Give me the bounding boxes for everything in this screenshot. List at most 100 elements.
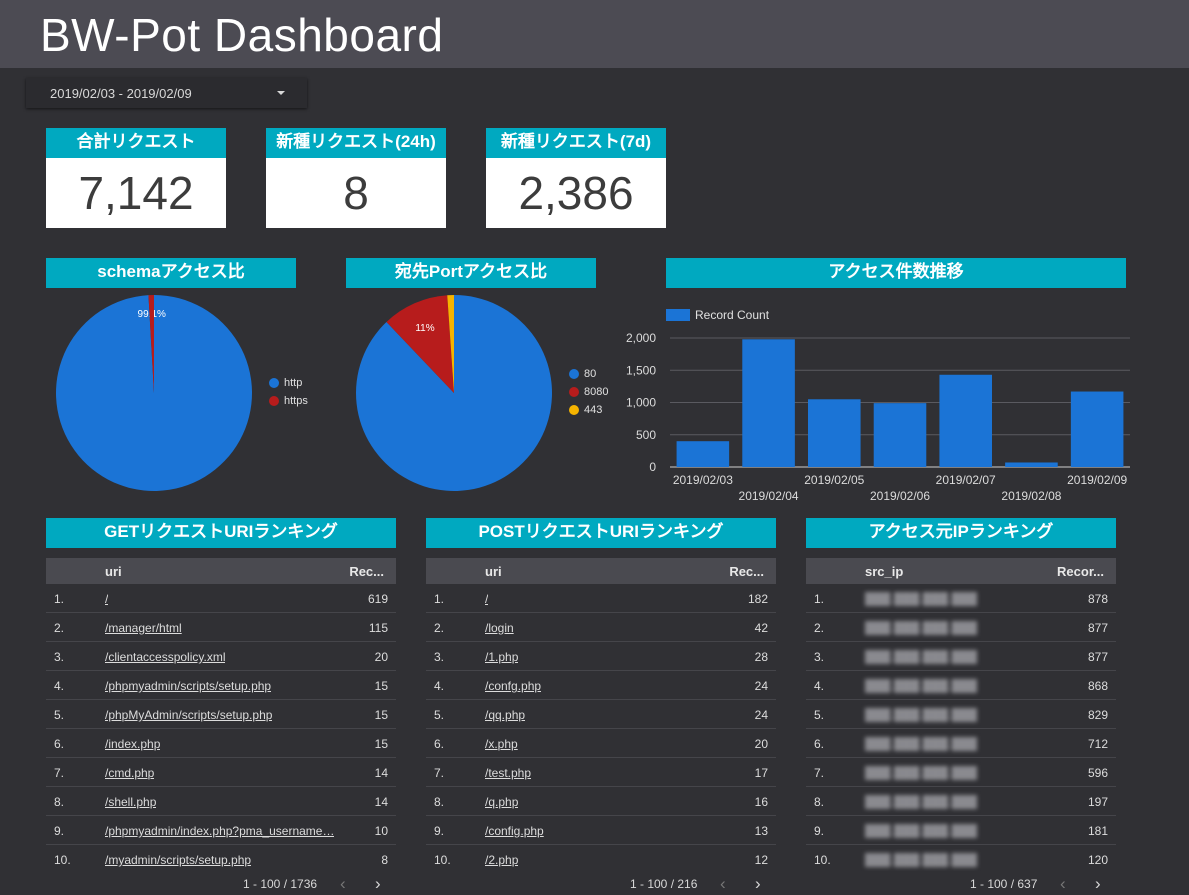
table-row[interactable]: 9. ███.███.███.███ 181 bbox=[806, 816, 1116, 845]
column-header-value[interactable]: Rec... bbox=[729, 564, 764, 579]
get-uri-ranking-table: uri Rec... 1. / 619 2. /manager/html 115 3. /clie… bbox=[46, 558, 396, 874]
uri-link[interactable]: /shell.php bbox=[105, 795, 157, 809]
access-trend-bar-chart[interactable]: Record Count 0 500 1,000 1,500 2,000 2019/02/0… bbox=[620, 300, 1140, 510]
legend-dot-icon bbox=[569, 369, 579, 379]
uri-link[interactable]: /phpMyAdmin/scripts/setup.php bbox=[105, 708, 273, 722]
table-row[interactable]: 8. ███.███.███.███ 197 bbox=[806, 787, 1116, 816]
record-count: 16 bbox=[754, 795, 768, 809]
column-header-key[interactable]: uri bbox=[485, 564, 502, 579]
table-row[interactable]: 5. /phpMyAdmin/scripts/setup.php 15 bbox=[46, 700, 396, 729]
table-row[interactable]: 2. ███.███.███.███ 877 bbox=[806, 613, 1116, 642]
chevron-right-icon[interactable]: › bbox=[1095, 874, 1101, 893]
uri-link[interactable]: /test.php bbox=[485, 766, 532, 780]
uri-link[interactable]: /phpmyadmin/scripts/setup.php bbox=[105, 679, 272, 693]
date-range-label: 2019/02/03 - 2019/02/09 bbox=[50, 86, 192, 101]
record-count: 877 bbox=[1087, 650, 1108, 664]
table-row[interactable]: 10. /myadmin/scripts/setup.php 8 bbox=[46, 845, 396, 874]
src-ip-pager: 1 - 100 / 637 ‹ › bbox=[970, 874, 1101, 893]
bar-2019/02/06[interactable] bbox=[873, 403, 927, 467]
table-row[interactable]: 3. ███.███.███.███ 877 bbox=[806, 642, 1116, 671]
chevron-right-icon[interactable]: › bbox=[755, 874, 761, 893]
table-row[interactable]: 1. / 619 bbox=[46, 584, 396, 613]
legend-item[interactable]: 443 bbox=[569, 401, 608, 419]
uri-link[interactable]: / bbox=[485, 592, 489, 606]
table-row[interactable]: 7. /test.php 17 bbox=[426, 758, 776, 787]
table-row[interactable]: 1. / 182 bbox=[426, 584, 776, 613]
table-row[interactable]: 4. /phpmyadmin/scripts/setup.php 15 bbox=[46, 671, 396, 700]
table-row[interactable]: 6. /x.php 20 bbox=[426, 729, 776, 758]
x-tick-label: 2019/02/05 bbox=[804, 473, 864, 487]
redacted-ip: ███.███.███.███ bbox=[865, 766, 978, 780]
uri-link[interactable]: /x.php bbox=[485, 737, 518, 751]
uri-link[interactable]: /clientaccesspolicy.xml bbox=[105, 650, 226, 664]
legend-item[interactable]: http bbox=[269, 374, 308, 392]
uri-link[interactable]: /qq.php bbox=[485, 708, 526, 722]
chevron-right-icon[interactable]: › bbox=[375, 874, 381, 893]
chevron-left-icon[interactable]: ‹ bbox=[1060, 874, 1066, 893]
pie-slice-https[interactable] bbox=[148, 295, 154, 393]
table-row[interactable]: 1. ███.███.███.███ 878 bbox=[806, 584, 1116, 613]
uri-link[interactable]: /index.php bbox=[105, 737, 161, 751]
table-row[interactable]: 10. /2.php 12 bbox=[426, 845, 776, 874]
column-header-key[interactable]: uri bbox=[105, 564, 122, 579]
get-uri-ranking-title: GETリクエストURIランキング bbox=[46, 518, 396, 548]
pie-data-label: 11% bbox=[415, 323, 434, 334]
uri-link[interactable]: /config.php bbox=[485, 824, 544, 838]
bar-2019/02/08[interactable] bbox=[1005, 462, 1058, 467]
uri-link[interactable]: /cmd.php bbox=[105, 766, 155, 780]
uri-link[interactable]: /q.php bbox=[485, 795, 519, 809]
legend-item[interactable]: 8080 bbox=[569, 383, 608, 401]
date-range-picker[interactable]: 2019/02/03 - 2019/02/09 bbox=[26, 78, 307, 108]
table-row[interactable]: 6. ███.███.███.███ 712 bbox=[806, 729, 1116, 758]
column-header-value[interactable]: Rec... bbox=[349, 564, 384, 579]
legend-item[interactable]: https bbox=[269, 392, 308, 410]
x-tick-label: 2019/02/09 bbox=[1067, 473, 1127, 487]
record-count: 596 bbox=[1087, 766, 1108, 780]
table-row[interactable]: 5. ███.███.███.███ 829 bbox=[806, 700, 1116, 729]
table-row[interactable]: 2. /manager/html 115 bbox=[46, 613, 396, 642]
bar-2019/02/07[interactable] bbox=[939, 374, 992, 467]
record-count: 14 bbox=[374, 795, 388, 809]
pie-slice-443[interactable] bbox=[447, 295, 454, 393]
column-header-key[interactable]: src_ip bbox=[865, 564, 904, 579]
pie-slice-8080[interactable] bbox=[386, 295, 454, 393]
table-row[interactable]: 2. /login 42 bbox=[426, 613, 776, 642]
redacted-ip: ███.███.███.███ bbox=[865, 853, 978, 867]
legend-label: https bbox=[284, 395, 308, 407]
table-row[interactable]: 5. /qq.php 24 bbox=[426, 700, 776, 729]
table-row[interactable]: 3. /clientaccesspolicy.xml 20 bbox=[46, 642, 396, 671]
table-row[interactable]: 8. /shell.php 14 bbox=[46, 787, 396, 816]
chevron-left-icon[interactable]: ‹ bbox=[720, 874, 726, 893]
table-row[interactable]: 3. /1.php 28 bbox=[426, 642, 776, 671]
bar-2019/02/09[interactable] bbox=[1070, 391, 1124, 467]
uri-link[interactable]: /1.php bbox=[485, 650, 519, 664]
uri-link[interactable]: / bbox=[105, 592, 109, 606]
table-row[interactable]: 10. ███.███.███.███ 120 bbox=[806, 845, 1116, 874]
column-header-value[interactable]: Recor... bbox=[1057, 564, 1104, 579]
table-row[interactable]: 9. /config.php 13 bbox=[426, 816, 776, 845]
bar-2019/02/04[interactable] bbox=[742, 339, 795, 467]
uri-link[interactable]: /manager/html bbox=[105, 621, 182, 635]
bar-2019/02/03[interactable] bbox=[676, 441, 730, 467]
table-row[interactable]: 4. /confg.php 24 bbox=[426, 671, 776, 700]
bar-2019/02/05[interactable] bbox=[808, 399, 861, 467]
uri-link[interactable]: /login bbox=[485, 621, 514, 635]
redacted-ip: ███.███.███.███ bbox=[865, 592, 978, 606]
port-legend: 80 8080 443 bbox=[569, 365, 608, 419]
table-row[interactable]: 6. /index.php 15 bbox=[46, 729, 396, 758]
table-row[interactable]: 8. /q.php 16 bbox=[426, 787, 776, 816]
uri-link[interactable]: /phpmyadmin/index.php?pma_username… bbox=[105, 824, 335, 838]
table-row[interactable]: 7. ███.███.███.███ 596 bbox=[806, 758, 1116, 787]
table-row[interactable]: 7. /cmd.php 14 bbox=[46, 758, 396, 787]
legend-item[interactable]: 80 bbox=[569, 365, 608, 383]
table-row[interactable]: 4. ███.███.███.███ 868 bbox=[806, 671, 1116, 700]
uri-link[interactable]: /myadmin/scripts/setup.php bbox=[105, 853, 252, 867]
schema-pie-chart[interactable]: 99.1% bbox=[54, 293, 254, 493]
chevron-left-icon[interactable]: ‹ bbox=[340, 874, 346, 893]
port-pie-chart[interactable]: 87.9%11% bbox=[354, 293, 554, 493]
record-count: 24 bbox=[754, 708, 768, 722]
uri-link[interactable]: /2.php bbox=[485, 853, 519, 867]
uri-link[interactable]: /confg.php bbox=[485, 679, 542, 693]
table-row[interactable]: 9. /phpmyadmin/index.php?pma_username… 10 bbox=[46, 816, 396, 845]
post-uri-pager: 1 - 100 / 216 ‹ › bbox=[630, 874, 761, 893]
